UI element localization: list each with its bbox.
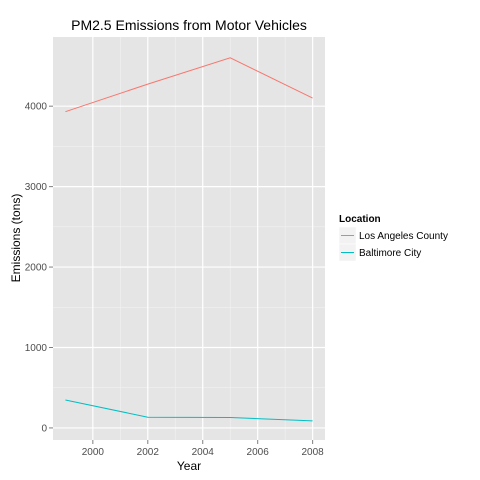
x-axis-ticks: 2000 2002 2004 2006 2008: [82, 440, 324, 458]
y-tick-label: 4000: [25, 102, 48, 113]
series-line-0: [65, 57, 313, 113]
legend-title: Location: [339, 214, 381, 225]
x-tick-label: 2004: [192, 447, 215, 458]
x-axis-title: Year: [177, 459, 201, 473]
legend-label-1: Baltimore City: [359, 248, 421, 259]
legend-label-0: Los Angeles County: [359, 231, 448, 242]
plot-panel: [53, 37, 325, 440]
x-tick-label: 2000: [82, 447, 105, 458]
y-tick-label: 3000: [25, 182, 48, 193]
chart-title: PM2.5 Emissions from Motor Vehicles: [71, 17, 307, 33]
x-tick-label: 2008: [302, 447, 325, 458]
y-axis-title: Emissions (tons): [9, 194, 23, 283]
y-tick-label: 0: [41, 423, 47, 434]
x-tick-label: 2006: [247, 447, 270, 458]
x-tick-label: 2002: [137, 447, 160, 458]
y-tick-label: 1000: [25, 343, 48, 354]
legend: Location Los Angeles County Baltimore Cit…: [338, 214, 448, 262]
panel-background: [53, 37, 325, 440]
y-tick-label: 2000: [25, 263, 48, 274]
series-line-1: [65, 399, 313, 422]
y-axis-ticks: 0 1000 2000 3000 4000: [25, 102, 53, 434]
